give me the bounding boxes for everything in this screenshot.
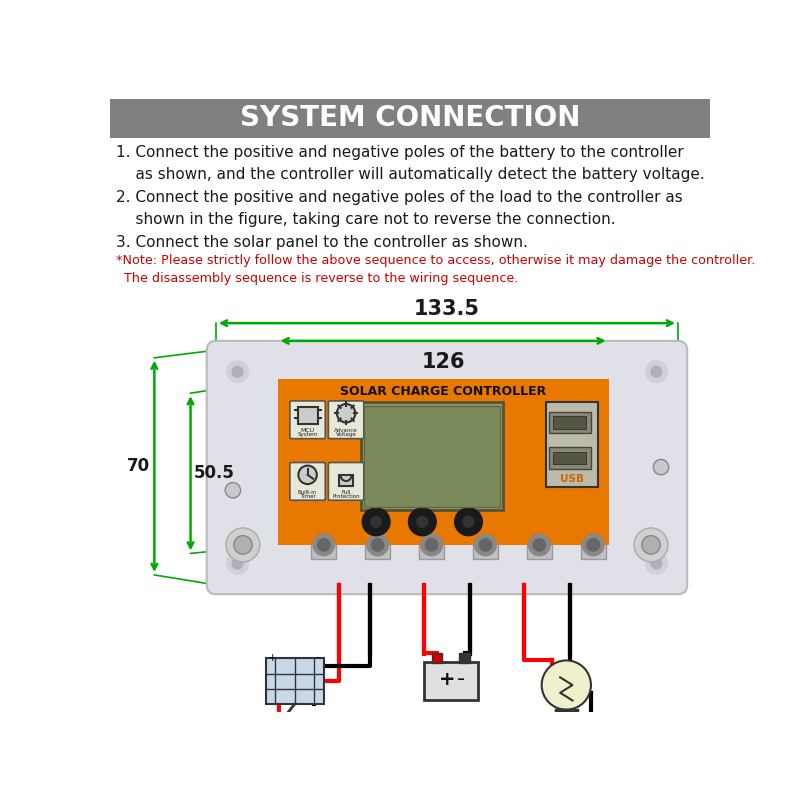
Circle shape [529, 534, 550, 556]
Circle shape [642, 536, 660, 554]
Circle shape [226, 482, 241, 498]
Text: Voltage: Voltage [336, 432, 357, 438]
Circle shape [474, 534, 496, 556]
Text: MCU: MCU [301, 429, 314, 434]
Circle shape [534, 538, 546, 551]
Text: Protection: Protection [332, 494, 360, 499]
Text: +: + [439, 670, 456, 689]
Bar [473, 531, 498, 558]
Bar [554, 452, 586, 464]
Bar [431, 653, 442, 663]
Text: 3. Connect the solar panel to the controller as shown.: 3. Connect the solar panel to the contro… [116, 234, 528, 250]
Circle shape [582, 534, 604, 556]
Circle shape [226, 361, 248, 382]
Circle shape [651, 558, 662, 569]
Circle shape [651, 366, 662, 377]
Circle shape [646, 553, 667, 574]
Text: SYSTEM CONNECTION: SYSTEM CONNECTION [240, 104, 580, 132]
Circle shape [232, 366, 243, 377]
FancyBboxPatch shape [290, 462, 326, 500]
Text: 126: 126 [422, 352, 465, 372]
FancyBboxPatch shape [290, 401, 326, 438]
Circle shape [234, 536, 252, 554]
Circle shape [226, 553, 248, 574]
Bar [527, 531, 552, 558]
Circle shape [426, 538, 438, 551]
Text: -: - [457, 669, 465, 689]
Circle shape [409, 508, 436, 536]
Circle shape [542, 661, 591, 710]
Text: 133.5: 133.5 [414, 298, 480, 318]
Circle shape [232, 558, 243, 569]
Text: -: - [315, 651, 320, 664]
Text: +: + [267, 653, 277, 663]
Circle shape [313, 534, 334, 556]
Circle shape [417, 517, 428, 527]
Bar [550, 447, 591, 469]
Circle shape [634, 528, 668, 562]
Circle shape [371, 538, 384, 551]
Circle shape [421, 534, 442, 556]
Bar [550, 412, 591, 434]
Circle shape [337, 404, 355, 422]
Circle shape [298, 466, 317, 484]
Text: USB: USB [560, 474, 584, 485]
Text: SOLAR CHARGE CONTROLLER: SOLAR CHARGE CONTROLLER [340, 385, 546, 398]
Bar [339, 475, 353, 486]
Bar [581, 531, 606, 558]
Bar [554, 416, 586, 429]
Circle shape [367, 534, 389, 556]
Bar [361, 402, 503, 510]
Circle shape [362, 508, 390, 536]
Bar [546, 402, 598, 487]
Circle shape [370, 517, 382, 527]
Text: System: System [298, 432, 318, 438]
FancyBboxPatch shape [328, 462, 364, 500]
Bar [459, 653, 470, 663]
Text: Full: Full [342, 490, 350, 495]
Text: *Note: Please strictly follow the above sequence to access, otherwise it may dam: *Note: Please strictly follow the above … [116, 254, 755, 285]
Text: 1. Connect the positive and negative poles of the battery to the controller
    : 1. Connect the positive and negative pol… [116, 146, 705, 182]
Bar [311, 531, 336, 558]
Bar [298, 407, 318, 424]
Circle shape [463, 517, 474, 527]
FancyBboxPatch shape [206, 341, 687, 594]
Text: Timer: Timer [300, 494, 315, 499]
Bar [424, 662, 478, 701]
Bar [366, 531, 390, 558]
Text: 70: 70 [126, 458, 150, 475]
Bar [278, 379, 609, 545]
Circle shape [646, 361, 667, 382]
Text: 50.5: 50.5 [194, 464, 234, 482]
Circle shape [654, 459, 669, 475]
Bar [419, 531, 444, 558]
Circle shape [226, 528, 260, 562]
Text: Built-in: Built-in [298, 490, 318, 495]
Circle shape [587, 538, 599, 551]
Bar [110, 99, 710, 138]
Text: 2. Connect the positive and negative poles of the load to the controller as
    : 2. Connect the positive and negative pol… [116, 190, 682, 227]
FancyBboxPatch shape [328, 401, 364, 438]
Circle shape [479, 538, 492, 551]
Circle shape [318, 538, 330, 551]
Bar [266, 658, 324, 704]
Circle shape [454, 508, 482, 536]
Text: Advance: Advance [334, 429, 358, 434]
Bar [364, 406, 500, 507]
